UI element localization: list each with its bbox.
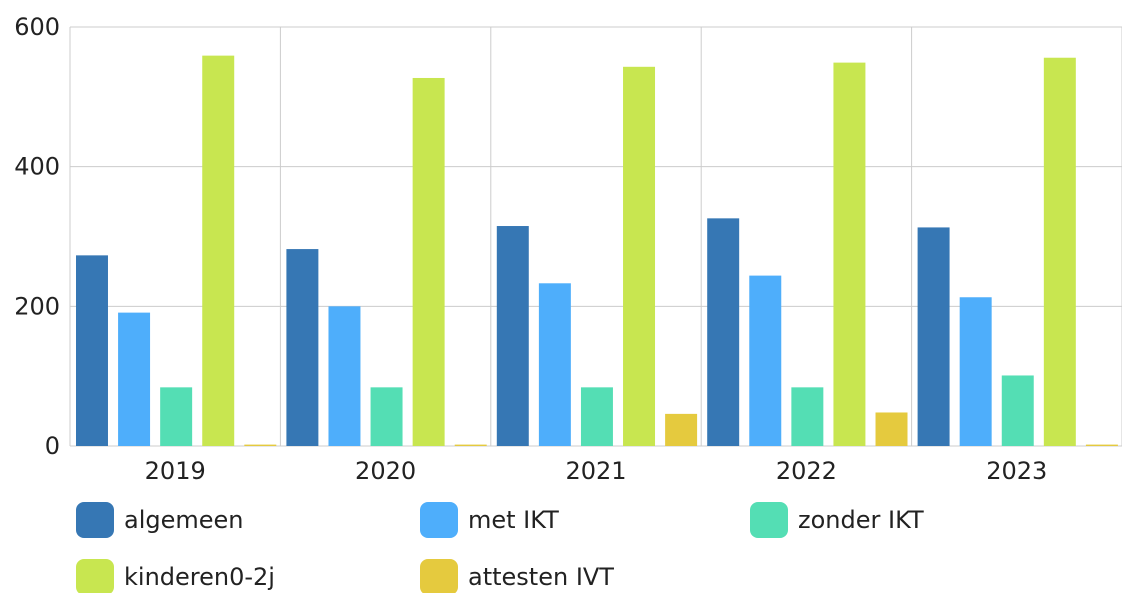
bar-met-ikt-2021 bbox=[538, 283, 571, 446]
legend-label: attesten IVT bbox=[468, 563, 614, 591]
bar-met-ikt-2019 bbox=[118, 312, 151, 446]
bar-zonder-ikt-2022 bbox=[791, 387, 824, 446]
bars bbox=[76, 55, 1118, 447]
bar-met-ikt-2022 bbox=[749, 275, 782, 446]
legend-label: kinderen0-2j bbox=[124, 563, 275, 591]
legend-swatch bbox=[420, 559, 458, 593]
bar-kinderen0-2j-2022 bbox=[833, 62, 866, 447]
legend-label: zonder IKT bbox=[798, 506, 924, 534]
legend-swatch bbox=[750, 502, 788, 538]
bar-algemeen-2022 bbox=[707, 218, 740, 446]
x-tick-label: 2019 bbox=[145, 457, 206, 485]
y-tick-label: 0 bbox=[45, 432, 60, 460]
x-tick-label: 2021 bbox=[565, 457, 626, 485]
bar-attesten-ivt-2020 bbox=[454, 444, 487, 446]
bar-zonder-ikt-2019 bbox=[160, 387, 193, 446]
legend-item-algemeen[interactable]: algemeen bbox=[76, 502, 244, 538]
bar-zonder-ikt-2021 bbox=[580, 387, 613, 446]
y-tick-label: 400 bbox=[14, 153, 60, 181]
legend-swatch bbox=[76, 559, 114, 593]
legend-swatch bbox=[420, 502, 458, 538]
bar-attesten-ivt-2022 bbox=[875, 412, 908, 446]
y-tick-label: 600 bbox=[14, 13, 60, 41]
y-axis-ticks: 0 200 400 600 bbox=[14, 13, 60, 460]
bar-met-ikt-2023 bbox=[959, 297, 992, 446]
bar-kinderen0-2j-2019 bbox=[202, 55, 235, 447]
bar-attesten-ivt-2021 bbox=[665, 413, 698, 446]
bar-attesten-ivt-2023 bbox=[1085, 444, 1118, 446]
bar-algemeen-2021 bbox=[496, 226, 529, 446]
legend: algemeen met IKT zonder IKT kinderen0-2j att… bbox=[76, 502, 924, 593]
x-tick-label: 2020 bbox=[355, 457, 416, 485]
y-tick-label: 200 bbox=[14, 292, 60, 320]
bar-attesten-ivt-2019 bbox=[244, 444, 277, 446]
legend-swatch bbox=[76, 502, 114, 538]
legend-label: met IKT bbox=[468, 506, 559, 534]
legend-item-met-ikt[interactable]: met IKT bbox=[420, 502, 559, 538]
bar-algemeen-2020 bbox=[286, 249, 319, 446]
bar-zonder-ikt-2020 bbox=[370, 387, 403, 446]
bar-kinderen0-2j-2023 bbox=[1043, 57, 1076, 447]
bar-kinderen0-2j-2021 bbox=[623, 66, 656, 447]
bar-met-ikt-2020 bbox=[328, 306, 361, 446]
legend-label: algemeen bbox=[124, 506, 244, 534]
bar-algemeen-2023 bbox=[917, 227, 950, 446]
legend-item-zonder-ikt[interactable]: zonder IKT bbox=[750, 502, 924, 538]
bar-zonder-ikt-2023 bbox=[1001, 375, 1034, 446]
x-axis-ticks: 2019 2020 2021 2022 2023 bbox=[145, 457, 1048, 485]
bar-kinderen0-2j-2020 bbox=[412, 77, 445, 446]
x-tick-label: 2022 bbox=[776, 457, 837, 485]
x-tick-label: 2023 bbox=[986, 457, 1047, 485]
bar-algemeen-2019 bbox=[76, 255, 108, 446]
legend-item-kinderen0-2j[interactable]: kinderen0-2j bbox=[76, 559, 275, 593]
legend-item-attesten-ivt[interactable]: attesten IVT bbox=[420, 559, 614, 593]
